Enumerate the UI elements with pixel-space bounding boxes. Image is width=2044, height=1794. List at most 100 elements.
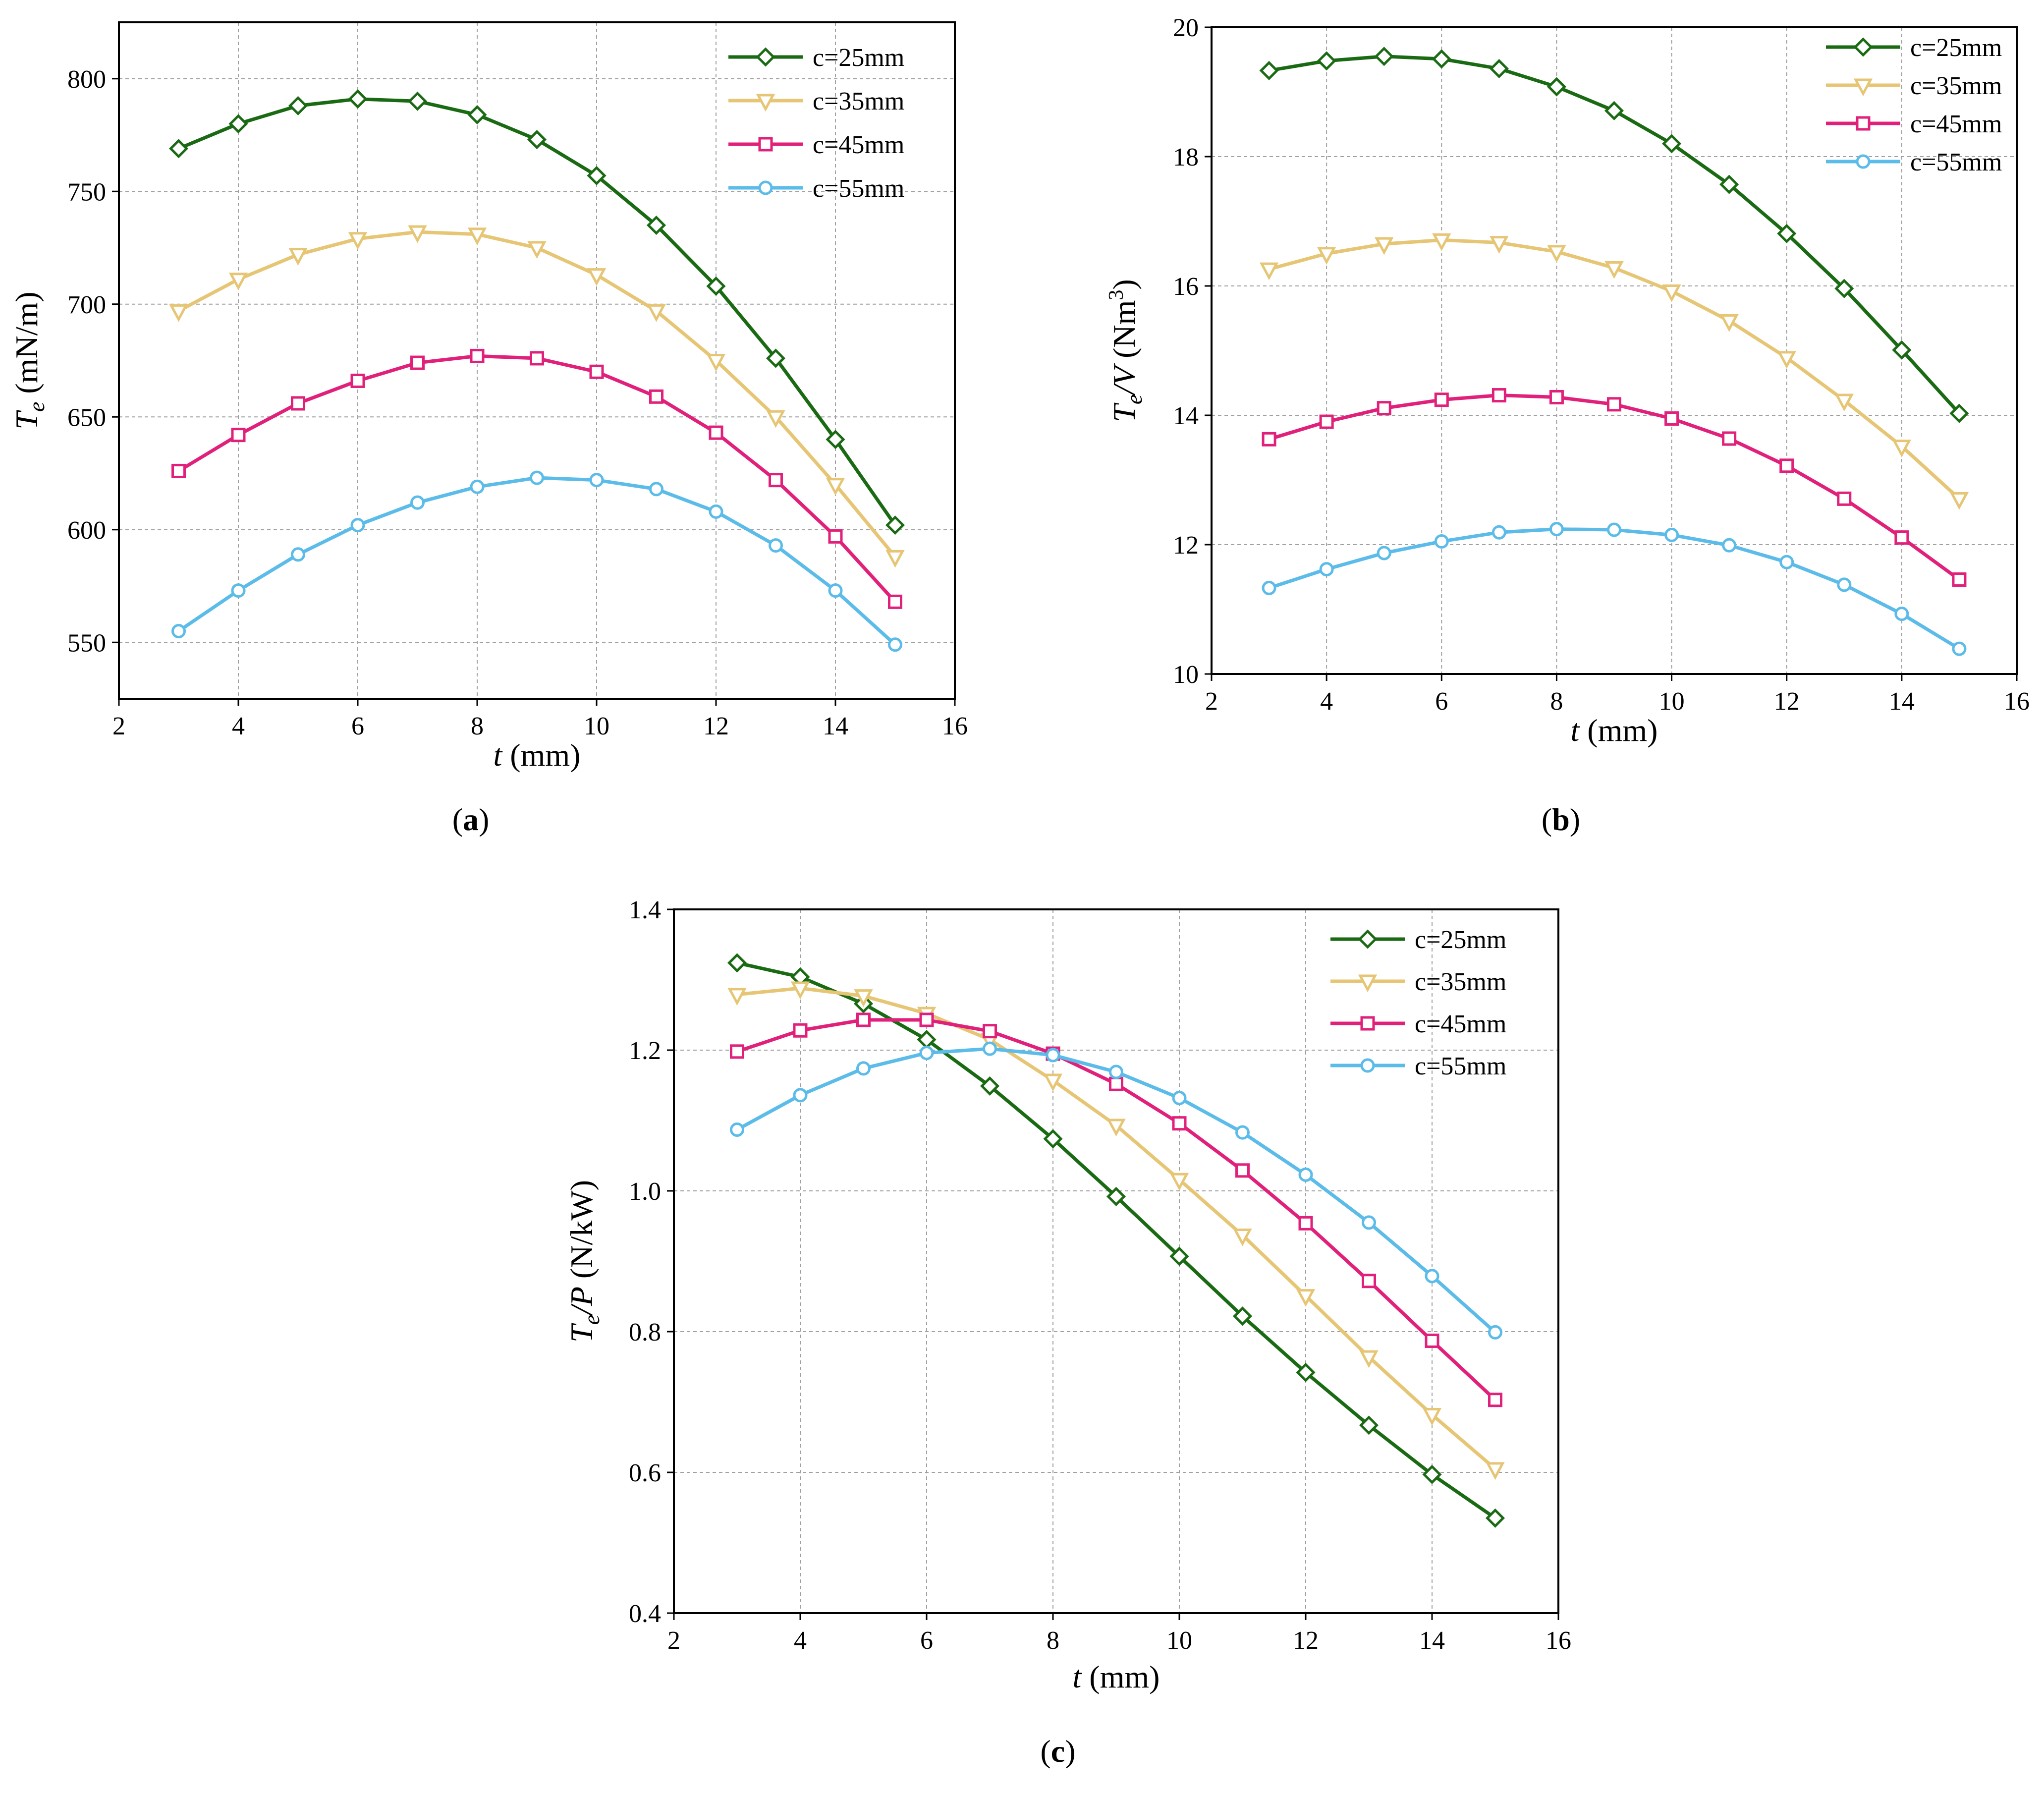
chart-a-series-0-point-3	[348, 89, 368, 109]
chart-c-series-1-point-10	[1359, 1350, 1379, 1368]
chart-a-series-1-point-0	[169, 304, 188, 322]
chart-a-legend-label-1: c=35mm	[813, 87, 904, 115]
chart-c-series-1-point-6	[1106, 1119, 1126, 1137]
chart-b-series-3-point-12	[1952, 641, 1967, 656]
chart-c-series-1-point-0	[727, 988, 747, 1006]
chart-c-series-2-point-12	[1488, 1393, 1502, 1407]
chart-a-series-2-point-8	[649, 389, 663, 404]
chart-a-series-3-point-7	[589, 473, 604, 488]
chart-b-series-2-point-1	[1319, 414, 1334, 429]
chart-a-plot-frame	[118, 21, 956, 700]
chart-a-series-1-point-3	[348, 232, 368, 250]
chart-c-legend-label-0: c=25mm	[1415, 926, 1506, 954]
chart-c-xtick-label-0: 2	[667, 1626, 680, 1655]
chart-a-series-0-point-9	[706, 276, 726, 296]
chart-a-series-2-point-0	[171, 463, 186, 478]
chart-b-series-1-point-1	[1317, 247, 1336, 265]
chart-c-xtick-label-6: 14	[1419, 1626, 1445, 1655]
chart-c-series-0-point-11	[1422, 1464, 1442, 1484]
chart-c-series-1-point-11	[1422, 1408, 1442, 1426]
chart-a-series-1-point-1	[228, 273, 248, 290]
chart-a-xtick-label-1: 4	[232, 712, 245, 740]
chart-b-series-1-point-6	[1604, 261, 1624, 279]
chart-c-series-line-1	[737, 986, 1496, 1470]
chart-b-xtick-label-0: 2	[1205, 687, 1218, 716]
chart-c-series-3-point-3	[919, 1046, 934, 1061]
chart-b-ytick-label-4: 18	[1173, 143, 1199, 171]
chart-b-series-line-2	[1269, 393, 1960, 581]
chart-b-series-3-point-5	[1549, 522, 1564, 537]
chart-c-series-0-point-0	[727, 953, 747, 973]
chart-b-legend-marker-2	[1856, 116, 1871, 131]
chart-b-series-3-point-0	[1262, 580, 1276, 595]
chart-a-series-1-point-7	[587, 268, 607, 286]
chart-c-ytick-label-3: 1.0	[629, 1177, 661, 1206]
chart-c-legend-label-1: c=35mm	[1415, 968, 1506, 996]
chart-b-xtick-label-4: 10	[1659, 687, 1685, 716]
chart-c-y-axis-label: Te/P (N/kW)	[564, 1180, 604, 1343]
chart-b-series-0-point-9	[1777, 224, 1797, 243]
chart-b-y-axis-label: Te/V (Nm3)	[1105, 279, 1147, 422]
chart-c-series-1-point-8	[1233, 1228, 1252, 1246]
chart-a-ytick-label-1: 600	[67, 516, 106, 545]
chart-c-series-2-point-7	[1172, 1116, 1187, 1131]
chart-b-ytick-label-3: 16	[1173, 273, 1199, 301]
chart-b-series-0-point-5	[1547, 77, 1566, 97]
chart-a-series-0-point-0	[168, 139, 189, 159]
chart-c-ytick-label-1: 0.6	[629, 1459, 661, 1487]
chart-a-legend-marker-1	[756, 94, 775, 112]
chart-b-legend-label-3: c=55mm	[1910, 148, 2002, 176]
panel-label-c: (c)	[1040, 1734, 1075, 1769]
chart-c-xtick-label-4: 10	[1166, 1626, 1192, 1655]
chart-a-series-line-0	[178, 97, 897, 526]
chart-b-series-0-point-3	[1432, 49, 1451, 69]
chart-a-series-3-point-10	[769, 538, 783, 553]
chart-a-legend: c=25mm c=35mm c=45mm c=55mm	[728, 44, 904, 203]
chart-a-series-1-point-9	[706, 354, 726, 372]
chart-a-series-1-point-12	[885, 550, 905, 568]
chart-b-legend: c=25mm c=35mm c=45mm c=55mm	[1826, 34, 2002, 176]
chart-b-series-3-point-7	[1664, 527, 1679, 542]
chart-c-legend: c=25mm c=35mm c=45mm c=55mm	[1330, 926, 1506, 1080]
chart-b-series-0-point-2	[1374, 47, 1394, 66]
chart-c-series-2-point-3	[919, 1012, 934, 1027]
chart-a-legend-marker-3	[758, 180, 773, 195]
chart-c-series-1-point-1	[790, 981, 810, 1000]
chart-b-series-1-point-7	[1662, 284, 1681, 302]
chart-b-legend-marker-0	[1853, 37, 1873, 57]
chart-a-series-2-point-7	[589, 364, 604, 379]
chart-a-series-0-point-7	[587, 166, 607, 185]
chart-a-series-2-point-3	[350, 373, 365, 388]
chart-b-ytick-label-5: 20	[1173, 14, 1199, 42]
chart-b-legend-marker-1	[1853, 78, 1873, 97]
chart-a-series-2-point-9	[709, 425, 723, 440]
chart-c-series-2-point-10	[1362, 1274, 1376, 1289]
chart-b-xtick-label-1: 4	[1320, 687, 1333, 716]
chart-a-series-0-point-5	[467, 105, 487, 125]
chart-c-series-3-point-0	[730, 1122, 744, 1137]
chart-b-ytick-label-2: 14	[1173, 402, 1199, 430]
chart-b-series-3-point-9	[1779, 555, 1794, 569]
chart-b-series-1-point-2	[1375, 237, 1394, 255]
chart-b-series-3-point-8	[1722, 538, 1737, 553]
chart-a-series-0-point-8	[646, 215, 666, 235]
chart-a-series-1-point-4	[408, 225, 427, 243]
chart-b-series-2-point-2	[1377, 401, 1391, 416]
chart-b-series-3-point-6	[1607, 522, 1621, 537]
chart-c-series-1-point-5	[1043, 1073, 1063, 1092]
chart-a-series-0-point-12	[885, 515, 905, 535]
chart-c-ytick-label-5: 1.4	[629, 896, 661, 924]
chart-c-xtick-label-5: 12	[1293, 1626, 1319, 1655]
chart-c-series-3-point-4	[983, 1041, 997, 1056]
chart-b-series-1-point-8	[1719, 314, 1739, 332]
chart-a-series-line-3	[177, 476, 896, 646]
chart-c-series-0-point-12	[1485, 1508, 1505, 1528]
chart-b-series-3-point-2	[1377, 546, 1391, 561]
chart-c-xtick-label-1: 4	[794, 1626, 807, 1655]
chart-a-series-3-point-11	[828, 583, 843, 598]
chart-a-series-1-point-2	[288, 248, 308, 266]
chart-b-series-0-point-11	[1892, 340, 1912, 360]
chart-b-series-0-point-12	[1949, 403, 1969, 423]
chart-c-series-1-point-9	[1296, 1289, 1316, 1307]
chart-b-series-0-point-6	[1604, 101, 1624, 120]
